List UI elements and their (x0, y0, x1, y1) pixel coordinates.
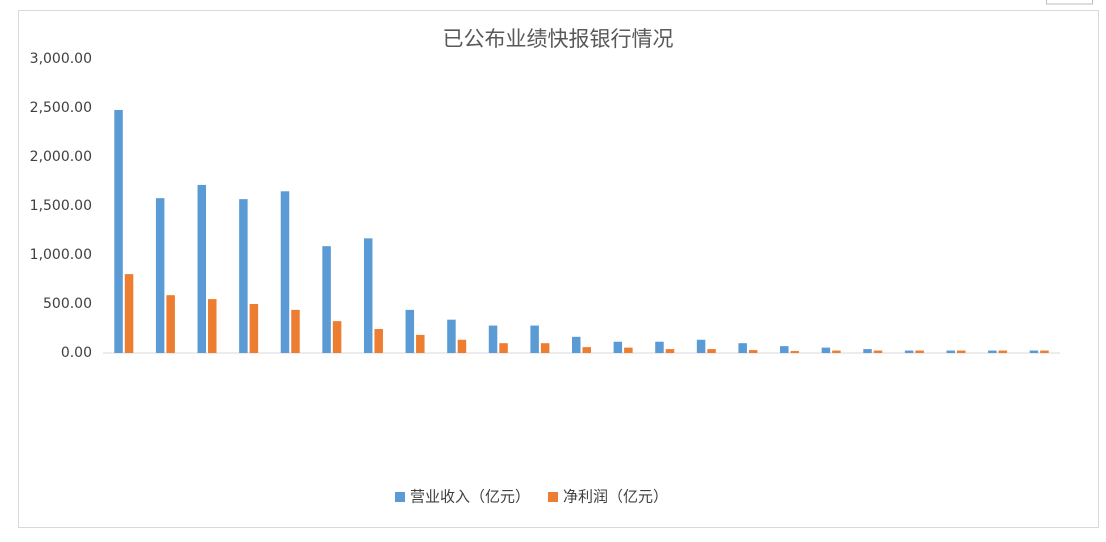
bar (956, 350, 966, 353)
bar (114, 109, 123, 354)
y-tick-label: 500.00 (43, 296, 92, 312)
bar (821, 347, 831, 353)
chart-title: 已公布业绩快报银行情况 (443, 27, 674, 51)
bar (280, 191, 290, 353)
legend-label: 净利润（亿元） (563, 488, 668, 506)
bar (374, 328, 383, 353)
bar (197, 184, 207, 353)
y-tick-label: 0.00 (61, 345, 92, 361)
bar (748, 350, 758, 353)
bar (790, 351, 800, 353)
bar (124, 274, 134, 353)
bar (998, 350, 1008, 353)
bar (530, 325, 539, 353)
chart-border (18, 10, 1099, 528)
bar (457, 339, 467, 353)
legend-swatch (395, 492, 405, 502)
bar (946, 350, 955, 353)
y-tick-label: 1,500.00 (30, 198, 92, 214)
bar (447, 319, 456, 353)
bar (696, 339, 706, 353)
bar (624, 347, 633, 353)
bar (988, 350, 997, 353)
y-tick-label: 1,000.00 (30, 247, 92, 263)
y-tick-label: 2,000.00 (30, 149, 92, 165)
bar (572, 336, 581, 353)
bar (405, 309, 415, 353)
bar (208, 299, 217, 353)
handle (1046, 0, 1093, 5)
bar (416, 334, 425, 353)
bar (322, 246, 331, 353)
bar (613, 341, 623, 353)
bar (832, 350, 841, 353)
legend-swatch (548, 492, 559, 502)
bar (655, 341, 664, 353)
bar (155, 198, 165, 353)
bar (582, 347, 591, 353)
y-tick-label: 2,500.00 (30, 100, 92, 116)
bar (1040, 350, 1049, 353)
bar (332, 321, 342, 353)
bar (738, 343, 747, 353)
bar (665, 349, 675, 353)
bar (904, 350, 914, 353)
bar (499, 343, 508, 353)
y-tick-label: 3,000.00 (30, 51, 92, 67)
bar (488, 325, 498, 353)
bar (780, 346, 789, 353)
bar (1029, 350, 1039, 353)
bar (249, 304, 259, 353)
bar (915, 350, 924, 353)
legend-label: 营业收入（亿元） (410, 488, 530, 506)
bar (863, 349, 872, 353)
bar (540, 343, 550, 353)
bar (291, 309, 300, 353)
bar (873, 350, 883, 353)
bar (707, 349, 716, 353)
bar (166, 295, 175, 353)
bar (363, 238, 373, 353)
bar (239, 199, 248, 353)
